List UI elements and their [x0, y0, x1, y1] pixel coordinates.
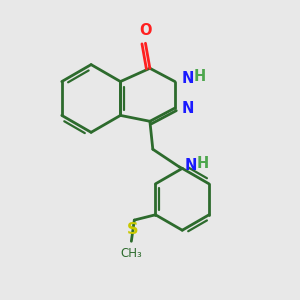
Text: H: H	[197, 157, 209, 172]
Text: N: N	[182, 101, 194, 116]
Text: S: S	[127, 221, 139, 236]
Text: N: N	[184, 158, 197, 173]
Text: H: H	[194, 69, 206, 84]
Text: CH₃: CH₃	[121, 247, 142, 260]
Text: O: O	[139, 23, 152, 38]
Text: N: N	[182, 70, 194, 86]
